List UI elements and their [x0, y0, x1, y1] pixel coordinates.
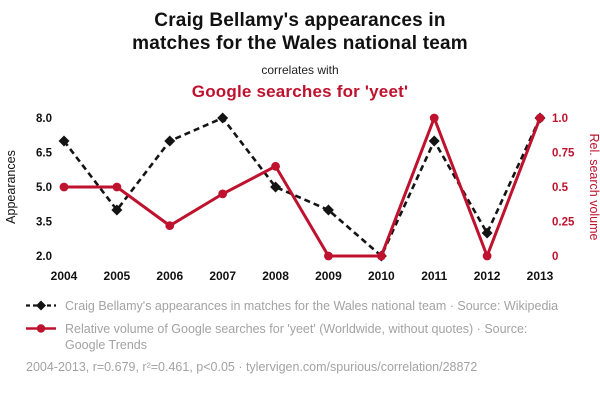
legend-text-searches: Relative volume of Google searches for '… — [65, 321, 528, 353]
svg-text:2013: 2013 — [527, 269, 554, 283]
svg-text:0.75: 0.75 — [552, 147, 575, 159]
svg-text:Rel. search volume: Rel. search volume — [587, 133, 600, 240]
svg-text:2011: 2011 — [421, 269, 447, 283]
red-line-circle-icon — [26, 324, 56, 333]
svg-text:8.0: 8.0 — [36, 113, 52, 125]
svg-text:2.0: 2.0 — [36, 251, 52, 263]
svg-text:3.5: 3.5 — [36, 216, 53, 228]
legend: Craig Bellamy's appearances in matches f… — [0, 296, 600, 375]
svg-text:Appearances: Appearances — [4, 150, 18, 224]
dashed-line-diamond-icon — [26, 300, 56, 311]
secondary-title: Google searches for 'yeet' — [191, 81, 409, 101]
svg-text:2009: 2009 — [315, 269, 342, 283]
svg-text:2008: 2008 — [262, 269, 289, 283]
page-title: Craig Bellamy's appearances in matches f… — [132, 10, 468, 54]
stats-citation: 2004-2013, r=0.679, r²=0.461, p<0.05 · t… — [26, 360, 478, 375]
svg-text:2010: 2010 — [368, 269, 395, 283]
legend-item-appearances: Craig Bellamy's appearances in matches f… — [26, 298, 571, 314]
legend-item-searches: Relative volume of Google searches for '… — [26, 321, 571, 354]
svg-text:2006: 2006 — [156, 269, 183, 283]
svg-text:6.5: 6.5 — [36, 147, 53, 159]
svg-text:0: 0 — [552, 251, 558, 263]
header: Craig Bellamy's appearances in matches f… — [0, 0, 600, 102]
svg-text:0.5: 0.5 — [552, 182, 569, 194]
svg-text:0.25: 0.25 — [552, 216, 575, 228]
legend-text-appearances: Craig Bellamy's appearances in matches f… — [65, 298, 559, 313]
svg-text:5.0: 5.0 — [36, 182, 52, 194]
svg-text:1.0: 1.0 — [552, 113, 568, 125]
svg-text:2004: 2004 — [51, 269, 78, 283]
dual-axis-line-chart: 2.0 3.5 5.0 6.5 8.0 0 0.25 0.5 0.75 1.0 2004 2005 20… — [4, 112, 600, 283]
svg-text:2005: 2005 — [104, 269, 131, 283]
correlates-with-label: correlates with — [261, 62, 339, 77]
svg-text:2007: 2007 — [209, 269, 236, 283]
svg-text:2012: 2012 — [474, 269, 501, 283]
